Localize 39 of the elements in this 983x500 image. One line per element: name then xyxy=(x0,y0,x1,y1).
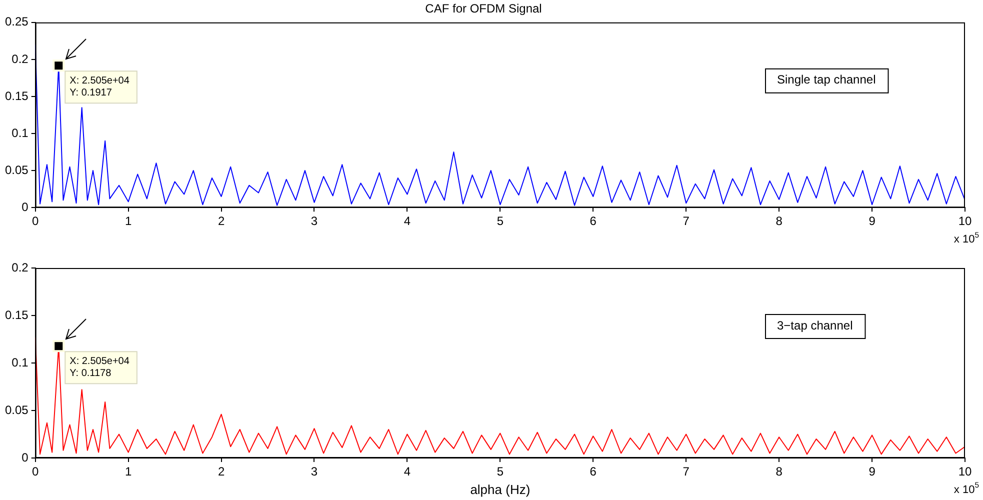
y-tick-label: 0.05 xyxy=(4,402,29,417)
y-tick-label: 0.2 xyxy=(12,52,29,66)
x-tick-label: 10 xyxy=(958,464,972,479)
x-tick-label: 2 xyxy=(218,464,225,479)
y-tick-label: 0.2 xyxy=(12,260,29,274)
x-tick-label: 1 xyxy=(124,464,132,479)
x-tick-label: 8 xyxy=(776,214,783,228)
annotation: Single tap channel xyxy=(777,72,876,87)
x-tick-label: 6 xyxy=(590,464,597,479)
x-tick-label: 7 xyxy=(682,214,690,228)
x-tick-label: 1 xyxy=(124,214,132,228)
x-tick-label: 9 xyxy=(868,214,876,228)
x-tick-label: 0 xyxy=(32,214,40,228)
x-axis-title: alpha (Hz) xyxy=(470,482,530,497)
y-tick-label: 0.15 xyxy=(4,308,29,322)
x-tick-label: 4 xyxy=(404,214,411,228)
y-tick-label: 0.15 xyxy=(4,88,29,103)
y-tick-label: 0.1 xyxy=(12,126,29,140)
y-tick-label: 0 xyxy=(22,200,29,214)
x-tick-label: 0 xyxy=(32,464,40,479)
x-tick-label: 4 xyxy=(404,464,411,479)
x-tick-label: 7 xyxy=(682,464,690,479)
x-tick-label: 6 xyxy=(590,214,597,228)
y-tick-label: 0.1 xyxy=(12,355,29,370)
x-tick-label: 9 xyxy=(868,464,876,479)
chart-title: CAF for OFDM Signal xyxy=(425,2,542,16)
y-tick-label: 0.25 xyxy=(4,14,29,29)
x-tick-label: 5 xyxy=(496,464,504,479)
y-tick-label: 0.05 xyxy=(4,162,29,177)
annotation: X: 2.505e+04 Y: 0.1917 xyxy=(70,75,130,98)
annotation: X: 2.505e+04 Y: 0.1178 xyxy=(70,356,130,379)
x-tick-label: 5 xyxy=(496,214,504,228)
x-tick-label: 2 xyxy=(218,214,225,228)
y-tick-label: 0 xyxy=(22,450,29,464)
x-tick-label: 3 xyxy=(310,464,318,479)
x-tick-label: 3 xyxy=(310,214,318,228)
x-tick-label: 10 xyxy=(958,214,972,228)
annotation: 3−tap channel xyxy=(777,318,853,332)
x-tick-label: 8 xyxy=(776,464,783,479)
